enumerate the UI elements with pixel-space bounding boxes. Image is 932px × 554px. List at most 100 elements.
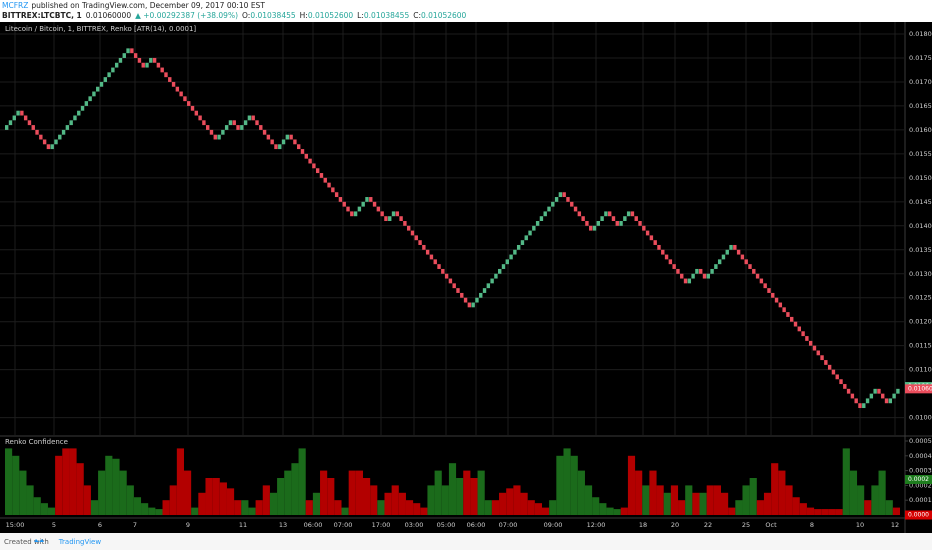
renko-brick [297, 144, 301, 150]
renko-brick [152, 57, 157, 63]
confidence-bar [792, 497, 800, 515]
x-tick-label: 12 [891, 521, 899, 529]
last-price: 0.01060000 [86, 11, 132, 20]
renko-brick [141, 62, 145, 68]
x-tick-label: 12:00 [587, 521, 606, 529]
renko-brick [338, 197, 343, 202]
renko-brick [61, 129, 66, 135]
renko-brick [664, 254, 669, 260]
renko-brick [380, 211, 384, 217]
confidence-bar [577, 470, 585, 515]
confidence-bar [133, 497, 142, 515]
x-tick-label: 07:00 [499, 521, 518, 529]
confidence-bar [226, 488, 235, 515]
renko-brick [702, 273, 707, 279]
footer-prefix: Created with [4, 538, 49, 546]
indicator-title: Renko Confidence [5, 438, 68, 446]
renko-brick [145, 62, 149, 68]
confidence-bar [892, 507, 900, 515]
renko-brick [342, 201, 346, 207]
confidence-bar [685, 485, 693, 515]
renko-brick [520, 240, 525, 245]
renko-brick [384, 216, 388, 222]
renko-brick [554, 197, 559, 202]
confidence-bar [47, 507, 56, 515]
renko-brick [35, 129, 39, 135]
renko-brick [103, 77, 107, 82]
confidence-bar [885, 500, 893, 515]
x-tick-label: 8 [810, 521, 814, 529]
renko-brick [516, 244, 521, 250]
renko-brick [99, 81, 104, 87]
confidence-bar [721, 492, 729, 515]
y-tick-label: 0.01000000 [909, 414, 932, 422]
confidence-bar [370, 485, 378, 515]
renko-brick [308, 158, 312, 164]
renko-brick [16, 110, 20, 116]
renko-brick [577, 211, 582, 217]
renko-brick [323, 177, 327, 183]
renko-brick [736, 249, 741, 255]
renko-brick [20, 110, 24, 116]
renko-brick [558, 192, 563, 198]
renko-brick [566, 197, 570, 202]
confidence-bar [735, 500, 743, 515]
confidence-bar [320, 470, 328, 515]
footer-brand[interactable]: TradingView [58, 538, 102, 546]
renko-brick [88, 96, 92, 102]
renko-brick [202, 120, 206, 126]
renko-brick [532, 225, 536, 231]
confidence-bar [584, 485, 593, 515]
renko-brick [300, 149, 305, 154]
renko-brick [862, 403, 866, 409]
renko-brick [884, 398, 889, 404]
confidence-bar [55, 455, 63, 515]
renko-brick [285, 134, 290, 140]
confidence-bar [184, 470, 192, 515]
renko-brick [346, 206, 350, 212]
renko-brick [645, 230, 650, 236]
x-tick-label: 18 [639, 521, 647, 529]
confidence-bar [169, 485, 177, 515]
renko-brick [592, 225, 597, 231]
y-tick-label: 0.01550000 [909, 150, 932, 158]
renko-brick [388, 216, 392, 222]
renko-brick [304, 153, 308, 159]
footer-bar [0, 533, 932, 550]
renko-brick [190, 105, 195, 111]
author[interactable]: MCFRZ [2, 1, 28, 10]
renko-brick [581, 216, 585, 222]
confidence-bar [849, 470, 858, 515]
renko-brick [808, 340, 813, 346]
x-tick-label: 17:00 [372, 521, 391, 529]
renko-brick [668, 259, 673, 265]
x-tick-label: 25 [742, 521, 750, 529]
renko-brick [194, 110, 199, 116]
renko-brick [448, 278, 453, 284]
renko-brick [877, 388, 881, 394]
confidence-bar [828, 509, 836, 515]
x-tick-label: 09:00 [544, 521, 563, 529]
confidence-bar [506, 488, 514, 515]
confidence-bar [98, 470, 106, 515]
x-tick-label: 6 [98, 521, 102, 529]
renko-brick [744, 259, 748, 265]
renko-brick [854, 398, 858, 404]
renko-brick [615, 221, 619, 226]
confidence-bar [26, 485, 34, 515]
renko-brick [638, 221, 642, 226]
confidence-bar [176, 448, 184, 515]
renko-brick [463, 297, 468, 303]
ohlc-value: 0.01038455 [364, 11, 410, 20]
ohlc-label: C: [413, 11, 421, 20]
renko-brick [706, 273, 710, 279]
renko-brick [391, 211, 396, 217]
renko-brick [232, 120, 236, 126]
renko-brick [714, 264, 718, 269]
renko-brick [653, 240, 657, 245]
y-tick-label: 0.01400000 [909, 222, 932, 230]
renko-brick [31, 125, 35, 130]
renko-brick [422, 244, 426, 250]
confidence-bar [248, 507, 256, 515]
confidence-bar [549, 500, 557, 515]
